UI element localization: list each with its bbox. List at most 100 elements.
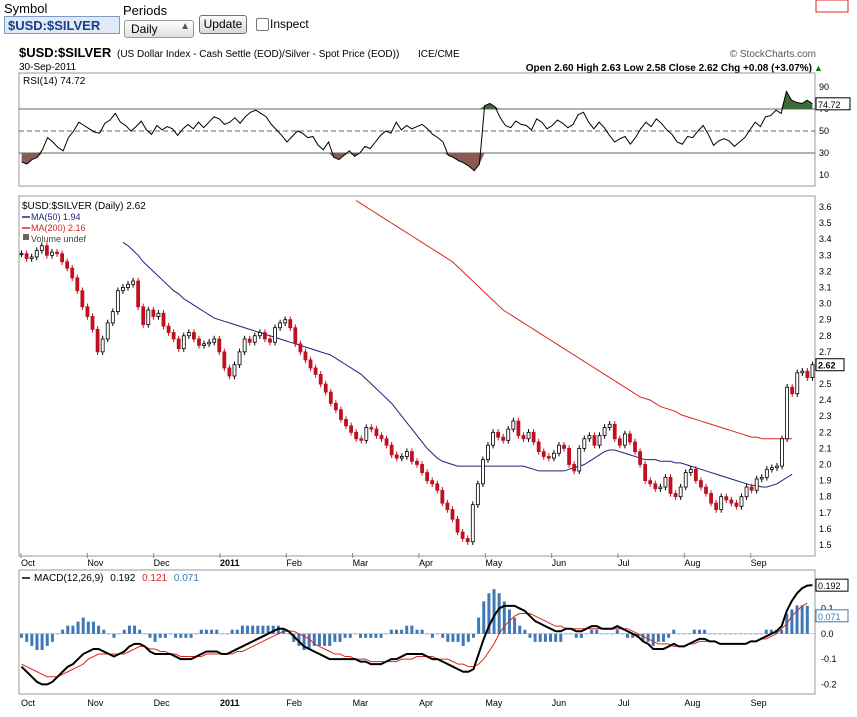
macd-hist-bar — [374, 633, 378, 638]
candle-body — [354, 431, 359, 440]
macd-tick-label: 0.1 — [821, 603, 834, 613]
candle-body — [237, 351, 242, 366]
macd-hist-bar — [117, 633, 121, 635]
candle-body — [283, 319, 288, 324]
candle-body — [222, 351, 227, 369]
macd-hist-bar — [35, 633, 39, 650]
macd-hist-bar — [697, 629, 701, 634]
candle-body — [653, 483, 658, 490]
candle-body — [445, 502, 450, 510]
macd-hist-bar — [518, 625, 522, 634]
macd-hist-bar — [359, 633, 363, 638]
macd-hist-bar — [297, 633, 301, 646]
update-button[interactable]: Update — [199, 15, 247, 34]
x-tick-label: 2011 — [220, 558, 240, 568]
macd-hist-bar — [307, 633, 311, 650]
candle-body — [744, 486, 749, 498]
macd-hist-bar — [251, 625, 255, 634]
candle-body — [567, 448, 572, 465]
macd-hist-bar — [384, 633, 388, 635]
macd-hist-bar — [728, 633, 732, 635]
symbol-input[interactable]: $USD:$SILVER — [4, 16, 120, 34]
macd-hist-bar — [168, 633, 172, 635]
macd-hist-bar — [122, 629, 126, 634]
price-tick-label: 2.5 — [819, 379, 832, 389]
macd-hist-bar — [271, 625, 275, 634]
macd-hist-bar — [66, 625, 70, 634]
symbol-label: Symbol — [4, 1, 48, 16]
price-tick-label: 3.0 — [819, 299, 832, 309]
macd-hist-bar — [25, 633, 29, 642]
candle-body — [257, 332, 262, 337]
candle-body — [582, 438, 587, 449]
macd-hist-bar — [744, 633, 748, 635]
price-tick-label: 1.7 — [819, 508, 832, 518]
macd-hist-bar — [210, 629, 214, 634]
candle-body — [764, 468, 769, 478]
macd-hist-bar — [600, 633, 604, 635]
macd-hist-bar — [163, 633, 167, 638]
macd-hist-bar — [436, 633, 440, 635]
period-select[interactable]: Daily ▲ — [124, 20, 194, 38]
macd-hist-bar — [780, 629, 784, 634]
macd-hist-bar — [559, 633, 563, 642]
candle-body — [759, 476, 764, 480]
macd-hist-bar — [312, 633, 316, 646]
candle-body — [293, 327, 298, 345]
candle-body — [19, 253, 24, 256]
signal-value-box — [815, 0, 849, 13]
macd-hist-bar — [215, 629, 219, 634]
candle-body — [65, 261, 70, 269]
price-tick-label: 1.5 — [819, 540, 832, 550]
macd-hist-bar — [91, 621, 95, 634]
chg-up-icon: ▲ — [814, 63, 823, 73]
candle-body — [192, 332, 196, 340]
candle-body — [389, 444, 394, 456]
x-tick-label: Jun — [552, 698, 567, 708]
macd-hist-bar — [420, 629, 424, 634]
candle-body — [374, 428, 379, 436]
macd-hist-bar — [138, 629, 142, 634]
rsi-tick-label: 10 — [819, 170, 829, 180]
macd-hist-bar — [739, 633, 743, 635]
x-tick-label: Jul — [618, 558, 630, 568]
candle-body — [212, 338, 217, 343]
candle-body — [633, 441, 637, 453]
candle-body — [790, 386, 795, 395]
candle-body — [572, 464, 577, 472]
price-tick-label: 3.2 — [819, 266, 832, 276]
macd-hist-bar — [328, 633, 332, 646]
macd-hist-bar — [456, 633, 460, 642]
candle-body — [115, 290, 120, 313]
candle-body — [344, 419, 348, 427]
candle-body — [491, 431, 495, 446]
x-tick-label: Aug — [684, 558, 700, 568]
macd-hist-bar — [713, 633, 717, 635]
select-arrows-icon: ▲ — [180, 21, 190, 32]
ohlc-readout: Open 2.60 High 2.63 Low 2.58 Close 2.62 … — [526, 63, 812, 74]
candle-body — [800, 370, 805, 374]
candle-body — [313, 367, 318, 375]
inspect-checkbox[interactable] — [256, 18, 269, 31]
macd-hist-bar — [199, 629, 203, 634]
price-legend: $USD:$SILVER (Daily) 2.62 — [22, 201, 146, 212]
candle-body — [643, 464, 648, 481]
candle-body — [394, 454, 399, 459]
macd-hist-bar — [194, 633, 198, 635]
candle-body — [105, 322, 110, 340]
candle-body — [171, 332, 176, 340]
rsi-panel — [18, 72, 816, 187]
macd-hist-bar — [230, 629, 234, 634]
price-tick-label: 2.9 — [819, 315, 832, 325]
macd-legend-signal: 0.121 — [142, 573, 167, 584]
candle-body — [754, 478, 759, 491]
macd-hist-bar — [405, 625, 409, 634]
macd-hist-bar — [266, 625, 270, 634]
candle-body — [617, 438, 622, 446]
x-tick-label: Oct — [21, 698, 36, 708]
macd-hist-bar — [179, 633, 183, 638]
macd-hist-bar — [225, 633, 229, 635]
x-tick-label: Dec — [154, 558, 171, 568]
x-tick-label: Dec — [154, 698, 171, 708]
